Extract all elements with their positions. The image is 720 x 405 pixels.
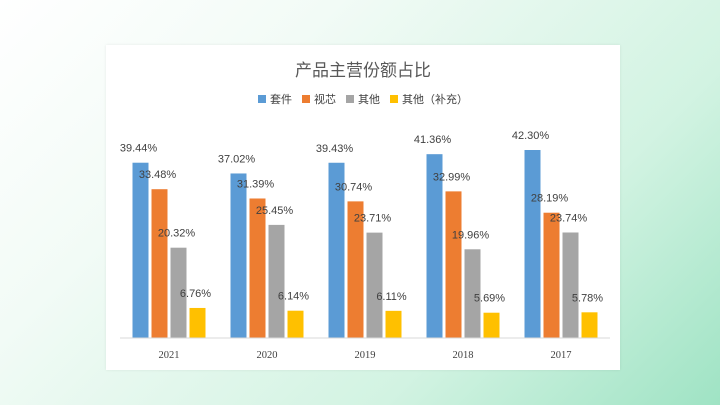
legend: 套件 视芯 其他 其他（补充） [258, 92, 468, 106]
data-labels: 39.44% 33.48% 20.32% 6.76% 37.02% 31.39% 25.45… [120, 130, 603, 305]
bar-2019-series-3 [385, 310, 402, 338]
x-axis-ticks: 2021 2020 2019 2018 2017 [159, 350, 572, 361]
bar-2020-series-3 [287, 310, 304, 338]
bar-2018-series-0 [426, 154, 443, 338]
data-label-2020-series-0: 37.02% [218, 153, 256, 165]
legend-label-2: 其他 [358, 93, 380, 106]
legend-label-1: 视芯 [314, 92, 336, 106]
data-label-2019-series-2: 23.71% [354, 213, 392, 225]
data-label-2021-series-2: 20.32% [158, 228, 196, 240]
chart-title: 产品主营份额占比 [295, 61, 431, 81]
x-tick-label-2017: 2017 [551, 350, 572, 361]
x-tick-label-2019: 2019 [355, 350, 376, 361]
bar-2021-series-1 [151, 189, 168, 338]
bar-2020-series-0 [230, 173, 247, 338]
bar-2018-series-2 [464, 249, 481, 338]
data-label-2019-series-0: 39.43% [316, 143, 354, 155]
bar-2017-series-0 [524, 150, 541, 338]
bar-2021-series-0 [132, 162, 149, 338]
bar-2021-series-2 [170, 247, 187, 338]
x-tick-label-2018: 2018 [453, 350, 474, 361]
data-label-2018-series-3: 5.69% [474, 293, 505, 305]
x-tick-label-2021: 2021 [159, 350, 180, 361]
legend-label-0: 套件 [270, 93, 292, 106]
bar-2020-series-1 [249, 198, 266, 338]
data-label-2021-series-3: 6.76% [180, 288, 211, 300]
data-label-2020-series-3: 6.14% [278, 291, 309, 303]
bar-2017-series-2 [562, 232, 579, 338]
data-label-2018-series-1: 32.99% [433, 171, 471, 183]
legend-swatch-1 [302, 95, 310, 103]
bar-chart: 产品主营份额占比 套件 视芯 其他 其他（补充） 39.44% 33.48% 20.32%… [120, 61, 610, 361]
data-label-2019-series-3: 6.11% [376, 291, 407, 303]
data-label-2018-series-2: 19.96% [452, 229, 490, 241]
data-label-2020-series-1: 31.39% [237, 178, 275, 190]
data-label-2017-series-1: 28.19% [531, 193, 569, 205]
bar-2019-series-1 [347, 201, 364, 338]
bar-2018-series-3 [483, 312, 500, 338]
bar-2021-series-3 [189, 307, 206, 338]
bar-2019-series-0 [328, 162, 345, 338]
bar-2017-series-1 [543, 212, 560, 338]
legend-swatch-2 [346, 95, 354, 103]
data-label-2017-series-2: 23.74% [550, 212, 588, 224]
data-label-2019-series-1: 30.74% [335, 181, 373, 193]
data-label-2017-series-0: 42.30% [512, 130, 550, 142]
chart-card: 产品主营份额占比 套件 视芯 其他 其他（补充） 39.44% 33.48% 20.32%… [106, 45, 620, 370]
bar-2017-series-3 [581, 312, 598, 338]
bar-2019-series-2 [366, 232, 383, 338]
data-label-2017-series-3: 5.78% [572, 292, 603, 304]
x-tick-label-2020: 2020 [257, 350, 278, 361]
data-label-2021-series-1: 33.48% [139, 169, 177, 181]
data-label-2020-series-2: 25.45% [256, 205, 294, 217]
data-label-2021-series-0: 39.44% [120, 143, 158, 155]
data-label-2018-series-0: 41.36% [414, 134, 452, 146]
bar-2018-series-1 [445, 191, 462, 338]
legend-swatch-0 [258, 95, 266, 103]
legend-label-3: 其他（补充） [402, 92, 468, 106]
bars [132, 150, 598, 338]
bar-2020-series-2 [268, 224, 285, 338]
legend-swatch-3 [390, 95, 398, 103]
